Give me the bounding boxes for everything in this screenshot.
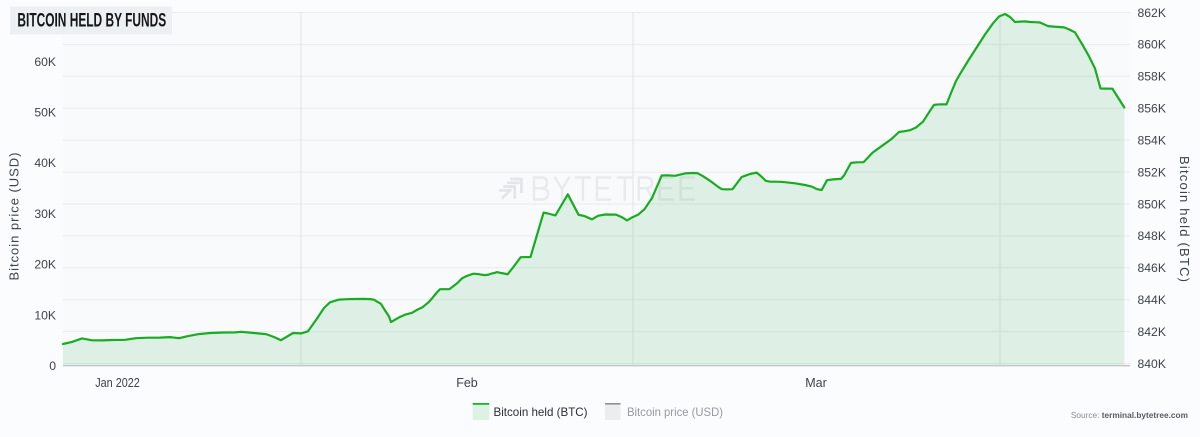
svg-text:842K: 842K <box>1138 325 1166 339</box>
svg-text:852K: 852K <box>1138 165 1166 179</box>
svg-text:Feb: Feb <box>456 376 478 390</box>
svg-text:40K: 40K <box>34 156 56 170</box>
svg-text:10K: 10K <box>34 308 56 322</box>
svg-text:846K: 846K <box>1138 261 1166 275</box>
svg-text:848K: 848K <box>1138 229 1166 243</box>
svg-text:Mar: Mar <box>805 376 827 390</box>
svg-text:0: 0 <box>49 359 56 373</box>
svg-text:Bitcoin price (USD): Bitcoin price (USD) <box>627 405 723 419</box>
svg-text:60K: 60K <box>34 55 56 69</box>
svg-text:858K: 858K <box>1138 70 1166 84</box>
svg-text:840K: 840K <box>1138 357 1166 371</box>
svg-text:BITCOIN HELD BY FUNDS: BITCOIN HELD BY FUNDS <box>17 11 166 32</box>
svg-text:Bitcoin held (BTC): Bitcoin held (BTC) <box>494 405 588 419</box>
svg-text:Source: terminal.bytetree.com: Source: terminal.bytetree.com <box>1071 410 1188 420</box>
svg-text:Bitcoin price (USD): Bitcoin price (USD) <box>7 153 22 281</box>
svg-text:844K: 844K <box>1138 293 1166 307</box>
svg-text:854K: 854K <box>1138 133 1166 147</box>
svg-text:856K: 856K <box>1138 102 1166 116</box>
svg-text:860K: 860K <box>1138 38 1166 52</box>
svg-text:Bitcoin held (BTC): Bitcoin held (BTC) <box>1177 156 1192 282</box>
svg-text:850K: 850K <box>1138 197 1166 211</box>
svg-text:30K: 30K <box>34 207 56 221</box>
svg-text:Jan 2022: Jan 2022 <box>95 376 140 390</box>
svg-text:50K: 50K <box>34 106 56 120</box>
svg-text:862K: 862K <box>1138 6 1166 20</box>
svg-text:20K: 20K <box>34 258 56 272</box>
